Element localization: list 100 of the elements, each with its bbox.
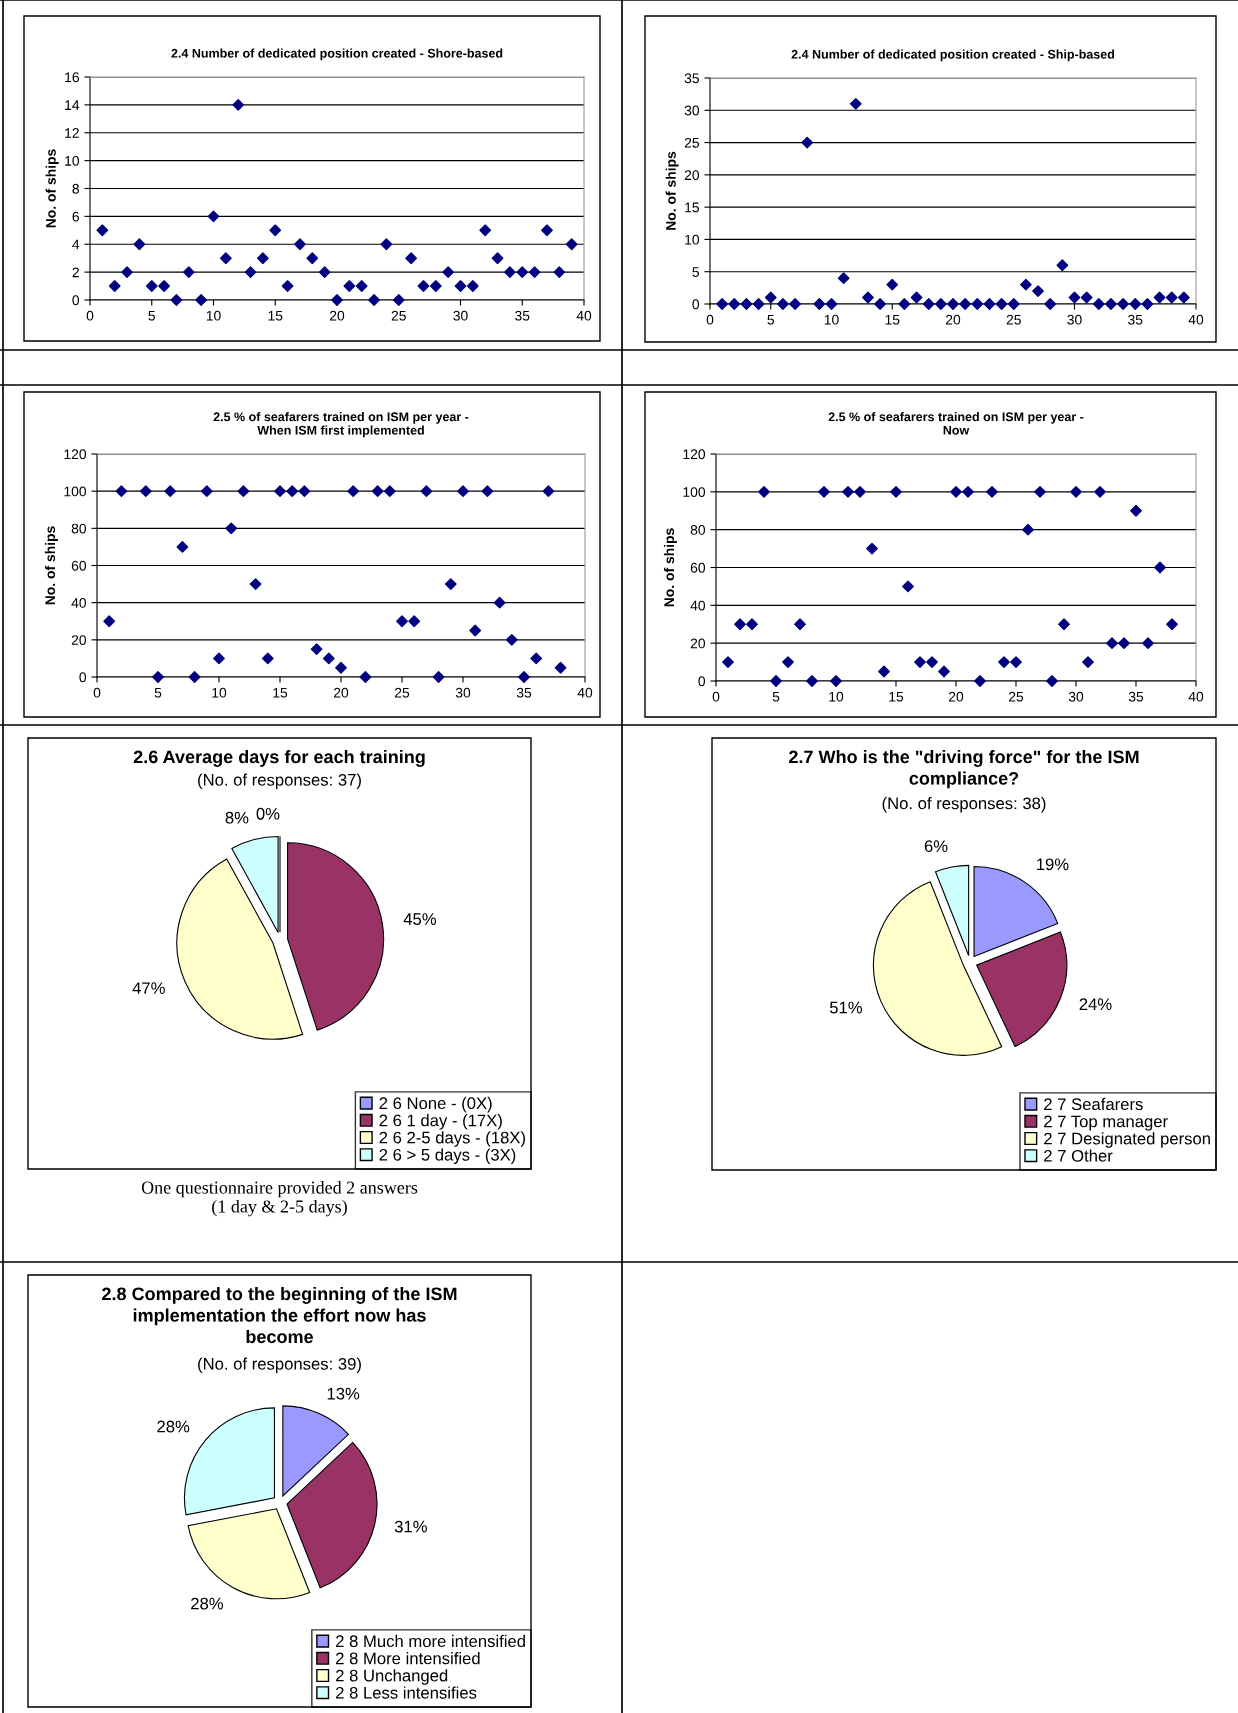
point — [926, 656, 938, 668]
point — [306, 252, 319, 265]
y-tick-label: 40 — [71, 598, 87, 608]
point — [261, 652, 274, 665]
point — [541, 224, 553, 237]
point — [528, 266, 541, 279]
point — [1105, 298, 1117, 310]
y-tick-label: 20 — [684, 170, 700, 181]
point — [752, 298, 765, 310]
chart-title: 2.4 Number of dedicated position created - Ship-based — [791, 49, 1115, 62]
chart-subtitle: (No. of responses: 37) — [198, 773, 361, 790]
point — [862, 291, 874, 304]
point — [405, 252, 417, 265]
x-tick-label: 0 — [712, 691, 720, 702]
point — [274, 485, 286, 498]
x-tick-label: 35 — [515, 310, 530, 321]
point — [1056, 259, 1069, 272]
point — [764, 291, 777, 304]
point — [734, 618, 746, 631]
point — [801, 136, 814, 149]
x-tick-label: 25 — [391, 310, 406, 321]
point — [554, 661, 567, 674]
point — [837, 272, 850, 285]
legend-label: 2 7 Other — [1044, 1149, 1113, 1162]
point — [998, 656, 1010, 668]
point — [225, 522, 238, 535]
y-tick-label: 60 — [690, 562, 706, 573]
point — [518, 671, 530, 683]
point — [1130, 504, 1142, 517]
legend-label: 2 6 > 5 days - (3X) — [379, 1148, 516, 1164]
point — [466, 280, 479, 292]
point — [493, 596, 506, 609]
point — [491, 252, 504, 265]
point — [213, 652, 225, 665]
chart-subtitle: (No. of responses: 38) — [882, 797, 1046, 813]
y-tick-label: 6 — [72, 211, 79, 222]
y-tick-label: 5 — [692, 267, 699, 277]
y-tick-label: 80 — [71, 523, 87, 534]
point — [335, 661, 347, 674]
x-tick-label: 20 — [329, 310, 345, 321]
legend-label: 2 6 2-5 days - (18X) — [379, 1131, 525, 1147]
point — [232, 98, 245, 111]
point — [244, 266, 257, 279]
point — [818, 485, 830, 498]
x-tick-label: 35 — [1128, 314, 1143, 325]
point — [1010, 656, 1022, 668]
point — [959, 298, 972, 310]
point — [914, 656, 926, 668]
legend-label: 2 8 Much more intensified — [336, 1634, 525, 1648]
x-tick-label: 5 — [154, 687, 162, 698]
data-label: 13% — [327, 1387, 360, 1400]
point — [1032, 285, 1044, 297]
data-label: 31% — [394, 1520, 427, 1533]
chart-title: 2.5 % of seafarers trained on ISM per year - When ISM first implemented — [213, 412, 469, 438]
y-tick-label: 0 — [72, 295, 80, 306]
x-tick-label: 25 — [1006, 314, 1021, 325]
data-label: 28% — [157, 1420, 190, 1433]
point — [182, 266, 195, 279]
x-tick-label: 35 — [1128, 691, 1144, 702]
text: One questionnaire provided 2 answers (1 day & 2-5 days) — [141, 1181, 418, 1217]
y-tick-label: 60 — [71, 560, 87, 571]
x-tick-label: 40 — [577, 687, 593, 698]
text: 0% — [256, 807, 280, 820]
x-tick-label: 25 — [1008, 691, 1024, 702]
point — [133, 238, 146, 251]
point — [1007, 298, 1020, 310]
chart-subtitle: (No. of responses: 39) — [198, 1357, 361, 1374]
point — [1082, 656, 1094, 668]
point — [207, 210, 220, 223]
point — [442, 266, 455, 279]
point — [176, 541, 189, 553]
point — [910, 291, 923, 304]
y-axis-title: No. of ships — [45, 149, 59, 228]
point — [371, 485, 384, 498]
point — [1118, 637, 1130, 650]
x-tick-label: 20 — [333, 687, 349, 698]
data-label: 47% — [132, 982, 165, 994]
x-tick-label: 40 — [1188, 691, 1204, 702]
point — [890, 485, 902, 498]
legend-label: 2 6 1 day - (17X) — [379, 1114, 502, 1130]
point — [1142, 637, 1154, 650]
point — [359, 671, 372, 683]
point — [794, 618, 806, 631]
point — [1165, 291, 1178, 304]
point — [565, 238, 578, 251]
point — [842, 485, 854, 498]
x-tick-label: 15 — [273, 687, 288, 698]
point — [417, 280, 430, 292]
point — [281, 280, 294, 292]
x-tick-label: 40 — [1188, 314, 1204, 325]
y-tick-label: 100 — [683, 487, 706, 497]
point — [396, 615, 408, 628]
y-tick-label: 0 — [698, 676, 706, 687]
point — [481, 485, 494, 498]
point — [974, 675, 986, 687]
point — [454, 280, 467, 292]
y-axis-title: No. of ships — [44, 526, 58, 605]
legend-label: 2 7 Designated person — [1044, 1132, 1210, 1148]
data-label: 45% — [403, 913, 437, 925]
point — [343, 280, 356, 292]
